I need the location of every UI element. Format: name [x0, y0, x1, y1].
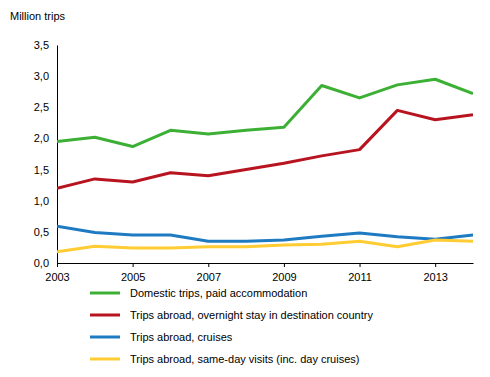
y-axis-title: Million trips — [10, 10, 66, 22]
chart: 0,0 0,5 1,0 1,5 2,0 2,5 3,0 3,5 2003 2005 2007 2009… — [0, 0, 490, 377]
y-tick-label: 3,0 — [34, 70, 49, 82]
x-tick: 2003 — [45, 263, 69, 283]
x-tick: 2011 — [348, 263, 372, 283]
x-axis: 2003 2005 2007 2009 2011 2013 — [45, 263, 473, 283]
x-tick-label: 2013 — [423, 271, 447, 283]
series-line — [57, 226, 473, 241]
series-line — [57, 110, 473, 188]
series-line — [57, 240, 473, 252]
y-tick-label: 0,5 — [34, 226, 49, 238]
x-tick-mark — [133, 263, 134, 267]
y-tick-label: 2,0 — [34, 132, 49, 144]
legend-label: Trips abroad, cruises — [130, 331, 233, 343]
x-tick: 2007 — [197, 263, 221, 283]
y-tick: 0,0 — [34, 257, 57, 269]
x-tick: 2013 — [423, 263, 447, 283]
y-tick-label: 2,5 — [34, 101, 49, 113]
x-tick-mark — [284, 263, 285, 267]
legend-swatch — [90, 314, 120, 317]
y-tick-label: 0,0 — [34, 257, 49, 269]
y-axis: 0,0 0,5 1,0 1,5 2,0 2,5 3,0 3,5 — [34, 39, 58, 269]
x-tick-label: 2011 — [348, 271, 372, 283]
x-tick-label: 2009 — [272, 271, 296, 283]
y-tick-label: 3,5 — [34, 39, 49, 51]
x-tick-mark — [57, 263, 58, 267]
y-tick: 2,0 — [34, 132, 57, 144]
y-tick: 1,5 — [34, 164, 57, 176]
x-tick: 2009 — [272, 263, 296, 283]
legend-label: Trips abroad, same-day visits (inc. day … — [130, 353, 359, 365]
x-tick-mark — [435, 263, 436, 267]
x-tick-label: 2003 — [45, 271, 69, 283]
y-tick-label: 1,5 — [34, 164, 49, 176]
y-axis-line — [57, 46, 58, 264]
legend-label: Domestic trips, paid accommodation — [130, 287, 307, 299]
legend-swatch — [90, 336, 120, 339]
y-tick-label: 1,0 — [34, 195, 49, 207]
x-tick-label: 2007 — [197, 271, 221, 283]
x-axis-line — [58, 263, 474, 264]
y-tick: 2,5 — [34, 101, 57, 113]
legend-swatch — [90, 358, 120, 361]
y-tick: 3,0 — [34, 70, 57, 82]
x-tick-mark — [360, 263, 361, 267]
plot-area: 0,0 0,5 1,0 1,5 2,0 2,5 3,0 3,5 2003 2005 2007 2009… — [34, 39, 474, 283]
legend: Domestic trips, paid accommodation Trips … — [90, 287, 373, 365]
x-tick-mark — [208, 263, 209, 267]
x-tick-label: 2005 — [121, 271, 145, 283]
legend-swatch — [90, 292, 120, 295]
y-tick: 0,5 — [34, 226, 57, 238]
y-tick: 1,0 — [34, 195, 57, 207]
legend-label: Trips abroad, overnight stay in destinat… — [130, 309, 373, 321]
y-tick: 3,5 — [34, 39, 57, 51]
x-tick: 2005 — [121, 263, 145, 283]
lines — [57, 79, 473, 252]
